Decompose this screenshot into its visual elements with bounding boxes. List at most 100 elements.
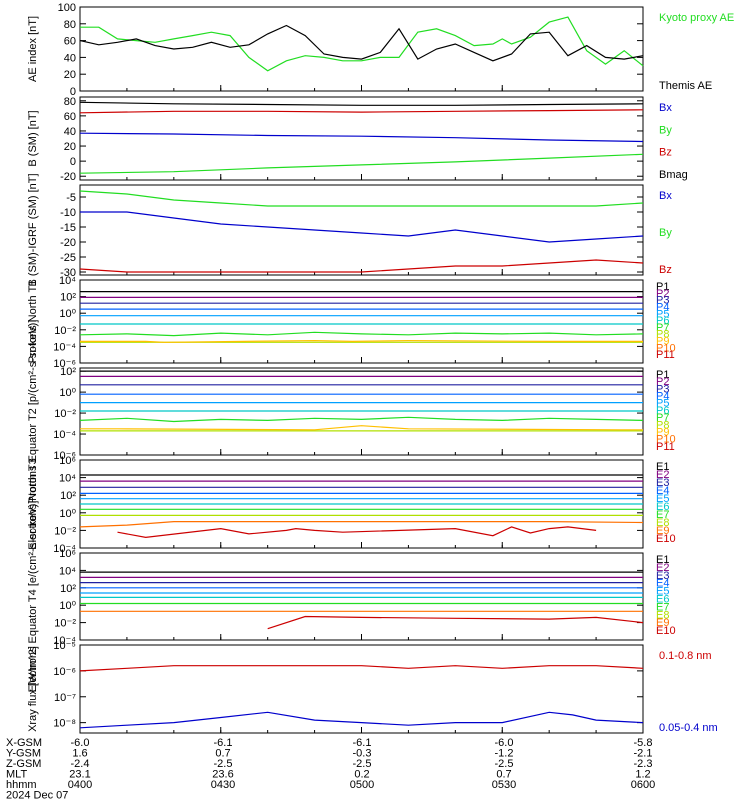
panel-8-ytick-label: 10⁻⁷ (54, 692, 76, 704)
panel-5-legend-item: P2 (656, 376, 669, 388)
ephemeris-value: 0.7 (215, 748, 230, 760)
ephemeris-value: 23.1 (69, 769, 90, 781)
panel-6-ytick-label: 10⁴ (59, 473, 76, 485)
panel-6-legend-item: E9 (656, 525, 669, 537)
panel-2-series-bmag (79, 101, 644, 106)
panel-1-ytick-label: 0 (70, 86, 76, 98)
ephemeris-date: 2024 Dec 07 (6, 790, 68, 800)
ephemeris-value: -2.3 (634, 758, 653, 770)
panel-8-ytick-label: 10⁻⁶ (53, 666, 76, 678)
ephemeris-value: -6.1 (214, 737, 233, 749)
ephemeris-value: -6.1 (353, 737, 372, 749)
panel-3-series-bx (80, 211, 644, 243)
panel-6-ytick-label: 10⁻² (54, 525, 76, 537)
panel-1-series-themis-ae (79, 24, 644, 62)
panel-4-series-p9 (80, 339, 643, 343)
panel-4-frame (79, 279, 644, 364)
ephemeris-value: -6.0 (495, 737, 514, 749)
panel-4-ytick-label: 10⁻⁶ (53, 358, 76, 370)
panel-4-legend-item: P9 (656, 336, 669, 348)
panel-5-legend-item: P7 (656, 412, 669, 424)
panel-4-ytick-label: 10² (60, 292, 76, 304)
panel-6-legend-item: E10 (656, 533, 676, 545)
panel-3-ytick-label: -15 (60, 222, 76, 234)
panel-7-legend-item: E5 (656, 586, 669, 598)
panel-6-legend-item: E6 (656, 501, 669, 513)
panel-7-ytick-label: 10⁴ (59, 565, 76, 577)
panel-6-legend-item: E3 (656, 477, 669, 489)
panel-3-legend-item: By (659, 227, 672, 239)
panel-4-ytick-label: 10⁻⁴ (53, 341, 76, 353)
ephemeris-label: Y-GSM (6, 748, 41, 760)
panel-6-ytick-label: 10⁶ (59, 455, 76, 467)
panel-8-legend-item: 0.1-0.8 nm (659, 650, 712, 662)
panel-5-legend-item: P8 (656, 419, 669, 431)
panel-2-ytick-label: 80 (64, 96, 76, 108)
panel-1-ytick-label: 20 (64, 69, 76, 81)
panel-5-legend-item: P1 (656, 369, 669, 381)
ephemeris-value: 1.6 (72, 748, 87, 760)
ephemeris-value: 0430 (211, 779, 235, 791)
panel-2-legend-item: Bz (659, 147, 672, 159)
panel-6-legend-item: E7 (656, 509, 669, 521)
panel-6-ytick-label: 10⁻⁴ (53, 543, 76, 555)
panel-4-legend-item: P6 (656, 315, 669, 327)
panel-3-ytick-label: -25 (60, 252, 76, 264)
panel-7-frame (79, 552, 644, 641)
panel-6-series-e9 (79, 520, 644, 528)
ephemeris-value: -5.8 (634, 737, 653, 749)
panel-5-legend-item: P6 (656, 405, 669, 417)
ephemeris-value: 0400 (68, 779, 92, 791)
panel-2-series-bx (79, 132, 644, 143)
panel-5-ylabel: Protons Equator T2 [p/(cm²-s-sr-keV)] (27, 320, 39, 504)
panel-2-ytick-label: -20 (60, 171, 76, 183)
panel-5-ytick-label: 10⁰ (59, 387, 76, 399)
ephemeris-label: Z-GSM (6, 758, 41, 770)
panel-5-legend-item: P10 (656, 434, 676, 446)
panel-2-frame (79, 96, 644, 181)
panel-4-legend-item: P8 (656, 329, 669, 341)
panel-8-frame (79, 644, 644, 734)
panel-2-legend-item: Bx (659, 102, 672, 114)
ephemeris-value: 0530 (492, 779, 516, 791)
ephemeris-value: 23.6 (212, 769, 233, 781)
panel-4-ylabel: Protons North T1 (27, 280, 39, 364)
panel-1-ytick-label: 60 (64, 36, 76, 48)
panel-2-series-by (79, 153, 644, 174)
ephemeris-value: 0600 (631, 779, 655, 791)
panel-4-legend-item: P11 (656, 349, 675, 361)
panel-5-series-p7 (79, 416, 644, 423)
panel-3-legend-item: Bz (659, 264, 672, 276)
ephemeris-value: 0500 (350, 779, 374, 791)
panel-3-legend-item: Bx (659, 190, 672, 202)
panel-7-legend-item: E8 (656, 609, 669, 621)
panel-6-legend-item: E1 (656, 461, 669, 473)
panel-1-ytick-label: 80 (64, 19, 76, 31)
panel-2-ytick-label: 0 (70, 156, 76, 168)
ephemeris-value: 0.7 (496, 769, 511, 781)
panel-2-ytick-label: 40 (64, 126, 76, 138)
ephemeris-value: -2.5 (353, 758, 372, 770)
panel-7-legend-item: E6 (656, 594, 669, 606)
panel-7-legend-item: E1 (656, 554, 669, 566)
panel-4-legend-item: P2 (656, 288, 669, 300)
panel-1-legend-item: Themis AE (659, 80, 712, 92)
panel-4-legend-item: P4 (656, 301, 669, 313)
panel-1-ytick-label: 100 (58, 2, 76, 14)
panel-3-ytick-label: -30 (60, 267, 76, 279)
panel-5-legend-item: P3 (656, 383, 669, 395)
panel-8-series-0-1-0-8-nm (79, 665, 644, 672)
panel-7-legend-item: E9 (656, 617, 669, 629)
panel-5-legend-item: P4 (656, 391, 669, 403)
panel-4-legend-item: P7 (656, 322, 669, 334)
panel-6-ytick-label: 10² (60, 490, 76, 502)
panel-6-legend-item: E4 (656, 485, 669, 497)
panel-5-ytick-label: 10² (60, 366, 76, 378)
panel-7-ytick-label: 10⁻⁴ (53, 635, 76, 647)
panel-2-series-bz (79, 109, 644, 114)
ephemeris-label: X-GSM (6, 737, 42, 749)
panel-7-legend-item: E2 (656, 562, 669, 574)
panel-5-legend-item: P5 (656, 398, 669, 410)
ephemeris-value: 1.2 (635, 769, 650, 781)
panel-4-legend-item: P1 (656, 281, 669, 293)
